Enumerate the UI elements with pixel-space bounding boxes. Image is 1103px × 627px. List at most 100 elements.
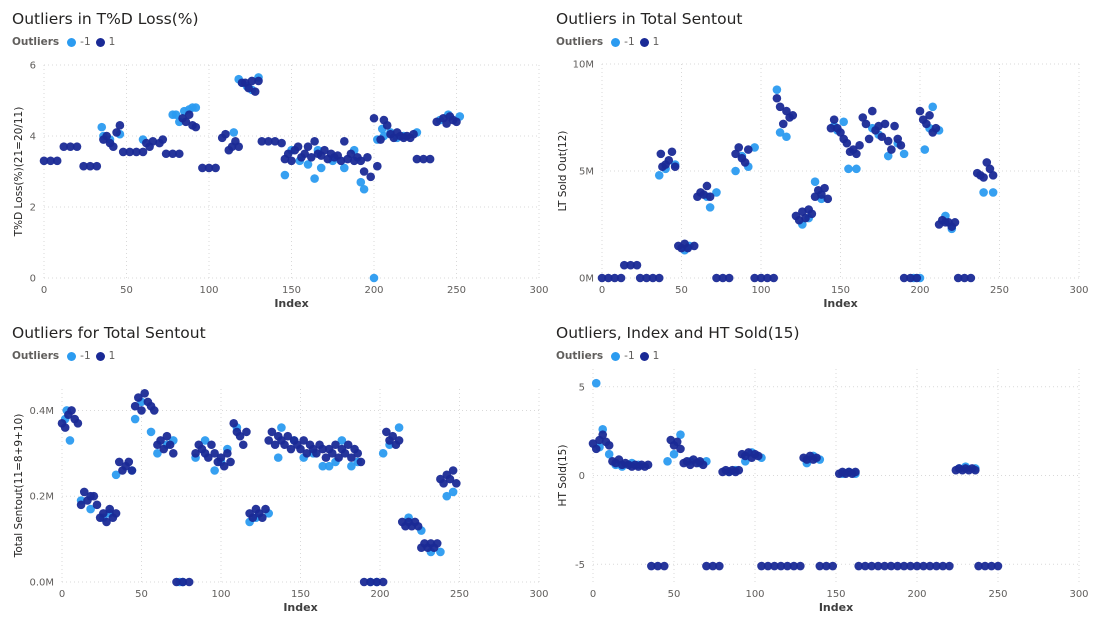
data-point[interactable] <box>750 273 759 283</box>
data-point[interactable] <box>273 453 283 462</box>
data-point[interactable] <box>175 149 184 159</box>
data-point[interactable] <box>134 393 143 402</box>
data-point[interactable] <box>887 145 896 154</box>
data-point[interactable] <box>280 440 289 450</box>
data-point[interactable] <box>191 449 200 458</box>
data-point[interactable] <box>378 577 388 587</box>
data-point[interactable] <box>261 504 270 514</box>
data-point[interactable] <box>303 160 313 169</box>
data-point[interactable] <box>740 158 750 167</box>
data-point[interactable] <box>896 141 906 150</box>
data-point[interactable] <box>67 406 76 415</box>
data-point[interactable] <box>312 449 321 458</box>
data-point[interactable] <box>382 427 391 437</box>
data-point[interactable] <box>783 561 792 571</box>
data-point[interactable] <box>979 173 988 182</box>
data-point[interactable] <box>287 156 296 166</box>
data-point[interactable] <box>264 436 274 445</box>
data-point[interactable] <box>712 188 721 197</box>
data-point[interactable] <box>925 111 934 120</box>
data-point[interactable] <box>763 561 773 571</box>
data-point[interactable] <box>85 161 95 171</box>
data-point[interactable] <box>162 431 172 441</box>
data-point[interactable] <box>708 561 718 571</box>
data-point[interactable] <box>219 461 229 471</box>
data-point[interactable] <box>140 388 149 398</box>
data-point[interactable] <box>159 444 169 454</box>
data-point[interactable] <box>210 449 219 458</box>
data-point[interactable] <box>303 142 313 151</box>
data-point[interactable] <box>922 119 931 129</box>
data-point[interactable] <box>432 539 442 548</box>
legend-item-neg1[interactable]: -1 <box>611 36 635 48</box>
data-point[interactable] <box>102 131 111 141</box>
data-point[interactable] <box>971 465 980 475</box>
data-point[interactable] <box>920 145 930 154</box>
data-point[interactable] <box>376 135 385 144</box>
data-point[interactable] <box>672 437 682 447</box>
legend-item-neg1[interactable]: -1 <box>611 350 635 362</box>
data-point[interactable] <box>149 406 159 415</box>
data-point[interactable] <box>184 110 194 119</box>
data-point[interactable] <box>643 460 653 470</box>
data-point[interactable] <box>734 465 744 475</box>
data-point[interactable] <box>789 561 799 571</box>
data-point[interactable] <box>283 149 293 159</box>
data-point[interactable] <box>647 561 656 571</box>
data-point[interactable] <box>915 106 925 116</box>
data-point[interactable] <box>337 436 347 445</box>
data-point[interactable] <box>373 161 382 171</box>
data-point[interactable] <box>604 273 613 283</box>
data-point[interactable] <box>698 460 708 470</box>
data-point[interactable] <box>114 457 124 467</box>
data-point[interactable] <box>270 137 280 146</box>
data-point[interactable] <box>452 117 461 127</box>
data-point[interactable] <box>851 467 860 477</box>
data-point[interactable] <box>229 419 239 428</box>
data-point[interactable] <box>369 273 379 283</box>
data-point[interactable] <box>89 491 99 501</box>
data-point[interactable] <box>280 170 290 180</box>
data-point[interactable] <box>334 453 343 462</box>
data-point[interactable] <box>172 577 181 587</box>
data-point[interactable] <box>452 479 461 488</box>
data-point[interactable] <box>769 273 779 283</box>
data-point[interactable] <box>445 474 455 484</box>
data-point[interactable] <box>296 444 305 454</box>
data-point[interactable] <box>130 401 140 411</box>
data-point[interactable] <box>906 561 915 571</box>
data-point[interactable] <box>788 111 798 120</box>
data-point[interactable] <box>820 183 829 193</box>
scatter-plot-ht-sold[interactable]: 0 50 100 150 200 250 300 -5 0 5 Index HT Sold(15) <box>544 314 1094 624</box>
data-point[interactable] <box>801 213 810 223</box>
data-point[interactable] <box>667 147 677 157</box>
data-point[interactable] <box>858 113 868 122</box>
data-point[interactable] <box>886 561 896 571</box>
data-point[interactable] <box>79 487 89 497</box>
data-point[interactable] <box>277 138 286 148</box>
data-point[interactable] <box>877 132 887 142</box>
data-point[interactable] <box>316 163 326 173</box>
data-point[interactable] <box>66 142 75 151</box>
data-point[interactable] <box>826 123 836 133</box>
data-point[interactable] <box>72 142 82 151</box>
data-point[interactable] <box>73 419 83 428</box>
data-point[interactable] <box>198 163 207 173</box>
data-point[interactable] <box>394 436 404 445</box>
data-point[interactable] <box>604 441 614 450</box>
legend-item-neg1[interactable]: -1 <box>67 350 91 362</box>
data-point[interactable] <box>277 423 286 432</box>
data-point[interactable] <box>953 273 963 283</box>
data-point[interactable] <box>244 83 253 93</box>
scatter-plot-lt-sold[interactable]: 0 50 100 150 200 250 300 0M 5M 10M Index LT Sold Ou… <box>544 0 1094 311</box>
data-point[interactable] <box>293 142 303 151</box>
data-point[interactable] <box>828 561 838 571</box>
data-point[interactable] <box>210 466 219 475</box>
data-point[interactable] <box>340 163 349 173</box>
data-point[interactable] <box>102 517 111 527</box>
data-point[interactable] <box>705 203 715 212</box>
data-point[interactable] <box>734 143 744 152</box>
data-point[interactable] <box>772 85 782 94</box>
data-point[interactable] <box>757 561 766 571</box>
data-point[interactable] <box>247 76 257 86</box>
